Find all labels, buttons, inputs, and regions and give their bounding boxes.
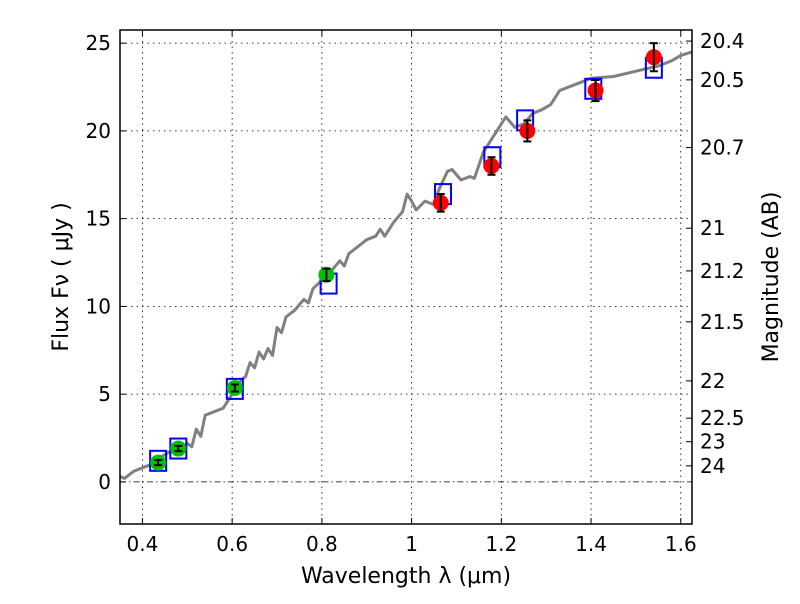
y-tick-label: 5: [98, 382, 111, 406]
right-tick-label: 20.7: [700, 135, 745, 159]
x-tick-label: 0.6: [216, 532, 248, 556]
right-tick-label: 20.4: [700, 29, 745, 53]
y-tick-label: 25: [86, 31, 111, 55]
y-axis-label: Flux Fν ( μJy ): [49, 202, 74, 351]
model-square: [149, 449, 168, 472]
x-tick-label: 1: [405, 532, 418, 556]
right-tick-label: 21.2: [700, 259, 745, 283]
y-tick-label: 10: [86, 294, 111, 318]
x-tick-label: 0.8: [306, 532, 338, 556]
plot-marks: [119, 42, 693, 480]
x-tick-label: 1.6: [665, 532, 697, 556]
right-tick-label: 21.5: [700, 310, 745, 334]
grid: [120, 30, 692, 524]
right-tick-label: 22.5: [700, 406, 745, 430]
plot-frame: [119, 29, 693, 525]
right-tick-label: 22: [700, 369, 725, 393]
x-axis-label: Wavelength λ (μm): [301, 564, 511, 589]
x-tick-label: 1.4: [575, 532, 607, 556]
y-tick-label: 0: [98, 470, 111, 494]
x-tick-label: 1.2: [485, 532, 517, 556]
right-tick-label: 20.5: [700, 68, 745, 92]
right-tick-label: 24: [700, 454, 725, 478]
y-tick-label: 15: [86, 207, 111, 231]
x-tick-label: 0.4: [127, 532, 159, 556]
model-square: [225, 377, 244, 400]
y-tick-label: 20: [86, 119, 111, 143]
right-tick-label: 23: [700, 430, 725, 454]
right-axis-label: Magnitude (AB): [759, 192, 784, 363]
right-tick-label: 21: [700, 216, 725, 240]
ticks: 0.4 0.6 0.8 1 1.2 1.4 1.6 0 5 10 15 20 25 20.4 20.5 20.…: [86, 29, 745, 556]
